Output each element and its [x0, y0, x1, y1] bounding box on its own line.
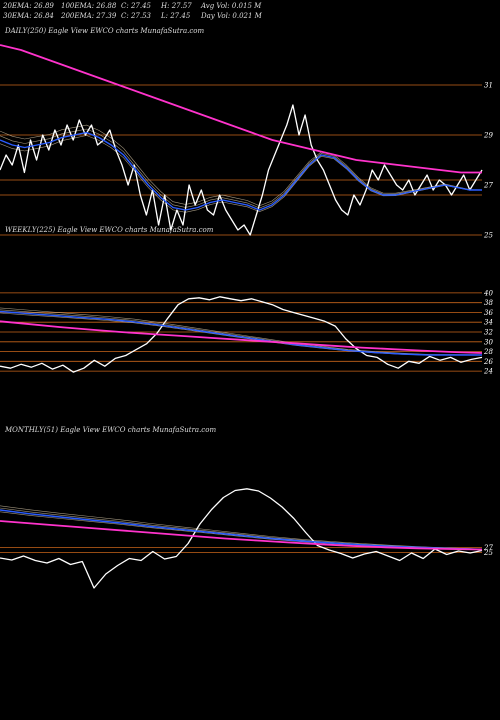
monthly-tick-label: 25: [483, 549, 493, 557]
weekly-tick-label: 28: [483, 348, 493, 356]
weekly-panel-label: WEEKLY(225) Eagle View EWCO charts Munaf…: [5, 226, 214, 234]
monthly-panel-label: MONTHLY(51) Eagle View EWCO charts Munaf…: [5, 426, 217, 434]
weekly-ema-fast-line: [0, 310, 482, 356]
weekly-tick-label: 32: [484, 329, 493, 337]
header-row-1: 20EMA: 26.89 100EMA: 26.88 C: 27.45 H: 2…: [3, 2, 500, 12]
header-close: C: 27.45: [121, 2, 151, 10]
monthly-ema-minor-line: [0, 507, 483, 550]
daily-ema-slow-line: [0, 44, 482, 174]
weekly-tick-label: 30: [484, 338, 493, 346]
header-avg-vol: Avg Vol: 0.015 M: [201, 2, 262, 10]
daily-tick-label: 25: [483, 232, 493, 240]
daily-ema-minor-line: [0, 128, 483, 209]
weekly-tick-label: 26: [483, 358, 493, 366]
header-row-2: 30EMA: 26.84 200EMA: 27.39 C: 27.53 L: 2…: [3, 12, 500, 22]
monthly-ema-fast-line: [0, 509, 483, 550]
daily-panel-label: DAILY(250) Eagle View EWCO charts Munafa…: [5, 27, 205, 35]
daily-tick-label: 27: [483, 182, 493, 190]
weekly-tick-label: 36: [484, 309, 493, 317]
daily-ema-minor-line: [0, 124, 483, 207]
daily-price-line: [0, 104, 483, 236]
header-high: H: 27.57: [161, 2, 192, 10]
weekly-tick-label: 24: [483, 368, 493, 376]
header-ema200: 200EMA: 27.39: [61, 12, 117, 20]
header-ema100: 100EMA: 26.88: [61, 2, 117, 10]
weekly-ema-minor-line: [0, 312, 483, 356]
monthly-price-line: [0, 488, 483, 589]
weekly-tick-label: 40: [483, 289, 493, 297]
daily-tick-label: 31: [484, 82, 493, 90]
header-day-vol: Day Vol: 0.021 M: [201, 12, 262, 20]
daily-tick-label: 29: [483, 132, 493, 140]
weekly-price-line: [0, 296, 483, 373]
daily-ema-fast-line: [0, 131, 482, 211]
monthly-ema-slow-line: [0, 520, 483, 551]
header-ema30: 30EMA: 26.84: [3, 12, 54, 20]
weekly-tick-label: 34: [484, 319, 493, 327]
header-close-2: C: 27.53: [121, 12, 151, 20]
monthly-ema-minor-line: [0, 505, 483, 550]
header-ema20: 20EMA: 26.89: [3, 2, 54, 10]
weekly-ema-slow-line: [0, 320, 483, 354]
weekly-tick-label: 38: [484, 299, 493, 307]
weekly-ema-minor-line: [0, 307, 483, 356]
monthly-tick-label: 27: [483, 544, 493, 552]
daily-ema-minor-line: [0, 135, 483, 213]
monthly-ema-minor-line: [0, 511, 483, 550]
header-low: L: 27.45: [161, 12, 191, 20]
